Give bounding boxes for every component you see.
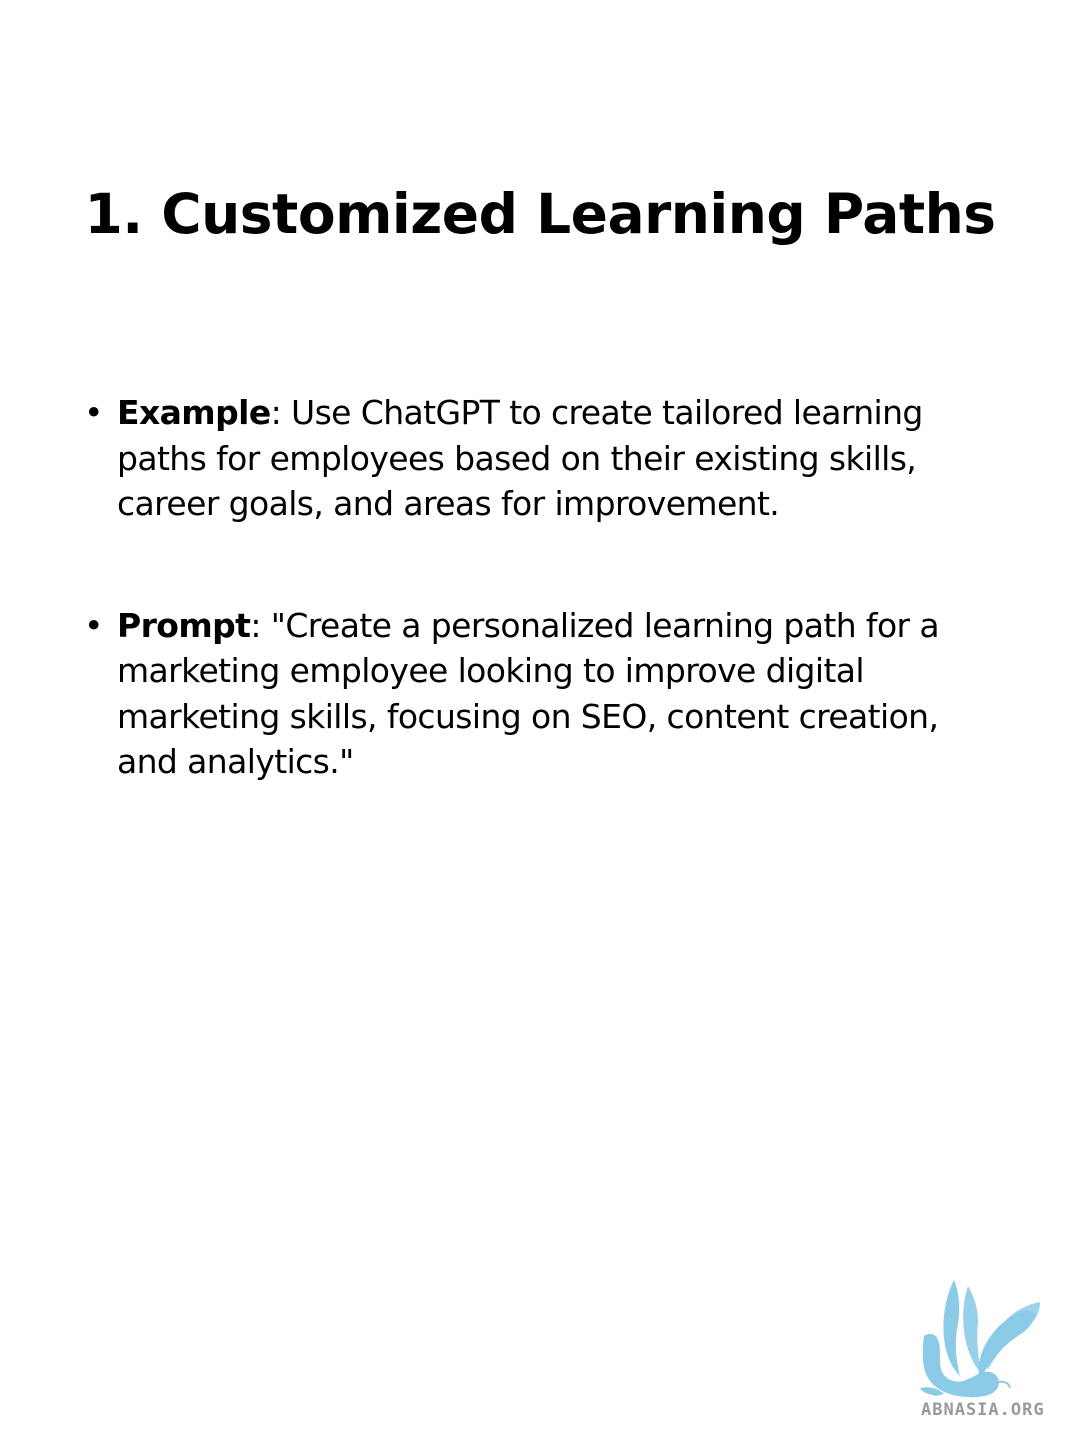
bullet-item-example: • Example: Use ChatGPT to create tailore… [82, 390, 1002, 527]
bullet-dot-icon: • [84, 393, 103, 432]
bullet-term: Prompt [117, 605, 251, 645]
bullet-list: • Example: Use ChatGPT to create tailore… [82, 390, 1002, 861]
bullet-term: Example [117, 393, 271, 432]
bullet-text: : "Create a personalized learning path f… [117, 605, 940, 782]
bullet-item-prompt: • Prompt: "Create a personalized learnin… [82, 603, 1002, 785]
slide-title: 1. Customized Learning Paths [84, 182, 996, 246]
bullet-text: : Use ChatGPT to create tailored learnin… [117, 393, 923, 523]
watermark-text: ABNASIA.ORG [921, 1400, 1045, 1420]
bullet-dot-icon: • [84, 605, 103, 645]
watermark: ABNASIA.ORG [916, 1276, 1076, 1426]
griffin-logo-icon [920, 1280, 1040, 1398]
